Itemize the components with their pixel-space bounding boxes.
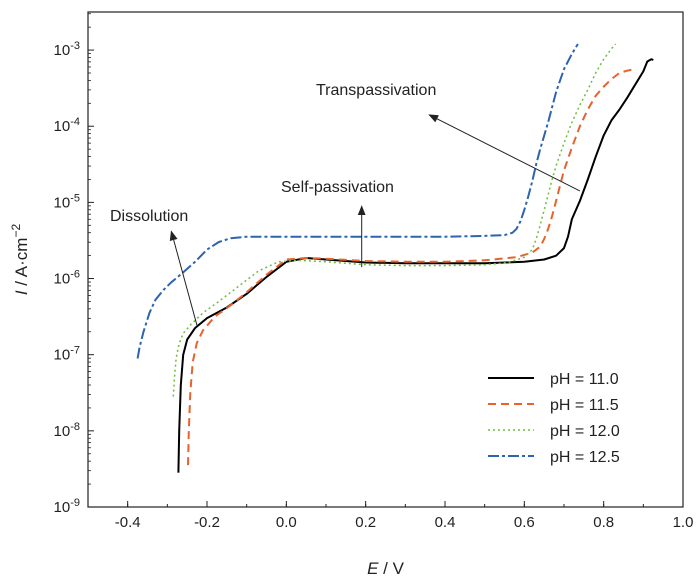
x-axis-label-symbol: E [367,559,379,578]
x-axis-label-unit: / V [378,559,404,578]
y-axis-label-symbol: I [12,290,31,295]
x-axis-label: E / V [367,559,405,578]
x-tick-label: 0.8 [593,514,614,531]
series-line-4 [136,43,579,359]
y-tick-exponent: -6 [70,269,80,281]
y-tick-base: 10 [54,194,71,211]
series-line-1 [177,58,654,473]
y-axis-label-unit: / A·cm [12,238,31,291]
annotation-label-2: Self-passivation [281,179,394,196]
y-tick-base: 10 [54,42,71,59]
legend-label-3: pH = 12.0 [550,423,620,440]
x-tick-label: 1.0 [673,514,694,531]
y-tick-base: 10 [54,118,71,135]
y-tick-exponent: -7 [70,345,80,357]
annotation-label-3: Dissolution [110,208,188,225]
plot-frame [87,11,684,508]
x-tick-label: -0.4 [115,514,141,531]
legend: pH = 11.0 pH = 11.5 pH = 12.0 pH = 12.5 [488,371,620,466]
y-tick-label: 10-5 [54,192,80,211]
y-tick-label: 10-6 [54,269,80,288]
y-tick-exponent: -9 [70,497,80,509]
x-tick-label: -0.2 [194,514,220,531]
y-tick-base: 10 [54,271,71,288]
y-tick-exponent: -8 [70,421,80,433]
x-tick-label: 0.4 [435,514,456,531]
legend-label-4: pH = 12.5 [550,449,620,466]
annotation-arrow-3 [169,230,198,326]
y-axis-label: I / A·cm−2 [9,224,31,296]
y-tick-label: 10-4 [54,116,80,135]
y-tick-label: 10-7 [54,345,80,364]
y-tick-base: 10 [54,423,71,440]
annotation-label-1: Transpassivation [316,82,436,99]
x-axis-ticks: -0.4 -0.2 0.0 0.2 0.4 0.6 0.8 1.0 [87,501,694,531]
x-tick-label: 0.0 [276,514,297,531]
y-tick-exponent: -4 [70,116,80,128]
y-tick-label: 10-8 [54,421,80,440]
series-layer [136,43,654,473]
series-line-2 [187,68,632,466]
series-line-3 [172,43,617,397]
y-tick-exponent: -3 [70,40,80,52]
x-tick-label: 0.2 [355,514,376,531]
y-axis-label-exponent: −2 [9,224,23,238]
y-axis-ticks: 10-910-810-710-610-510-410-3 [54,13,94,516]
y-tick-exponent: -5 [70,192,80,204]
legend-label-1: pH = 11.0 [550,371,619,388]
y-tick-label: 10-9 [54,497,80,516]
y-tick-label: 10-3 [54,40,80,59]
annotation-arrow-1 [428,114,581,192]
annotation-layer: Transpassivation Self-passivation Dissolut… [110,82,581,326]
y-tick-base: 10 [54,347,71,364]
legend-label-2: pH = 11.5 [550,397,619,414]
y-tick-base: 10 [54,499,71,516]
x-tick-label: 0.6 [514,514,535,531]
